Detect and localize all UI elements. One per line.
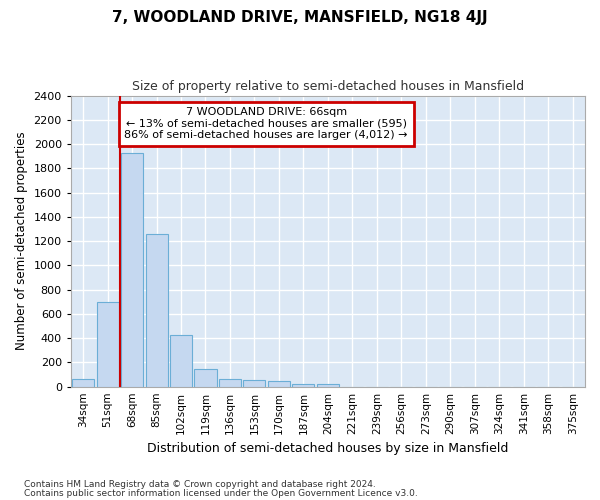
Bar — [72, 379, 94, 386]
Title: Size of property relative to semi-detached houses in Mansfield: Size of property relative to semi-detach… — [132, 80, 524, 93]
Bar — [146, 234, 167, 386]
Bar — [219, 379, 241, 386]
Text: Contains HM Land Registry data © Crown copyright and database right 2024.: Contains HM Land Registry data © Crown c… — [24, 480, 376, 489]
Bar — [97, 302, 119, 386]
Bar — [292, 384, 314, 386]
Bar — [317, 384, 339, 386]
Y-axis label: Number of semi-detached properties: Number of semi-detached properties — [15, 132, 28, 350]
Bar — [268, 381, 290, 386]
Bar — [121, 152, 143, 386]
X-axis label: Distribution of semi-detached houses by size in Mansfield: Distribution of semi-detached houses by … — [147, 442, 509, 455]
Text: 7, WOODLAND DRIVE, MANSFIELD, NG18 4JJ: 7, WOODLAND DRIVE, MANSFIELD, NG18 4JJ — [112, 10, 488, 25]
Text: 7 WOODLAND DRIVE: 66sqm
← 13% of semi-detached houses are smaller (595)
86% of s: 7 WOODLAND DRIVE: 66sqm ← 13% of semi-de… — [124, 107, 408, 140]
Bar — [170, 334, 192, 386]
Text: Contains public sector information licensed under the Open Government Licence v3: Contains public sector information licen… — [24, 488, 418, 498]
Bar — [244, 380, 265, 386]
Bar — [194, 369, 217, 386]
